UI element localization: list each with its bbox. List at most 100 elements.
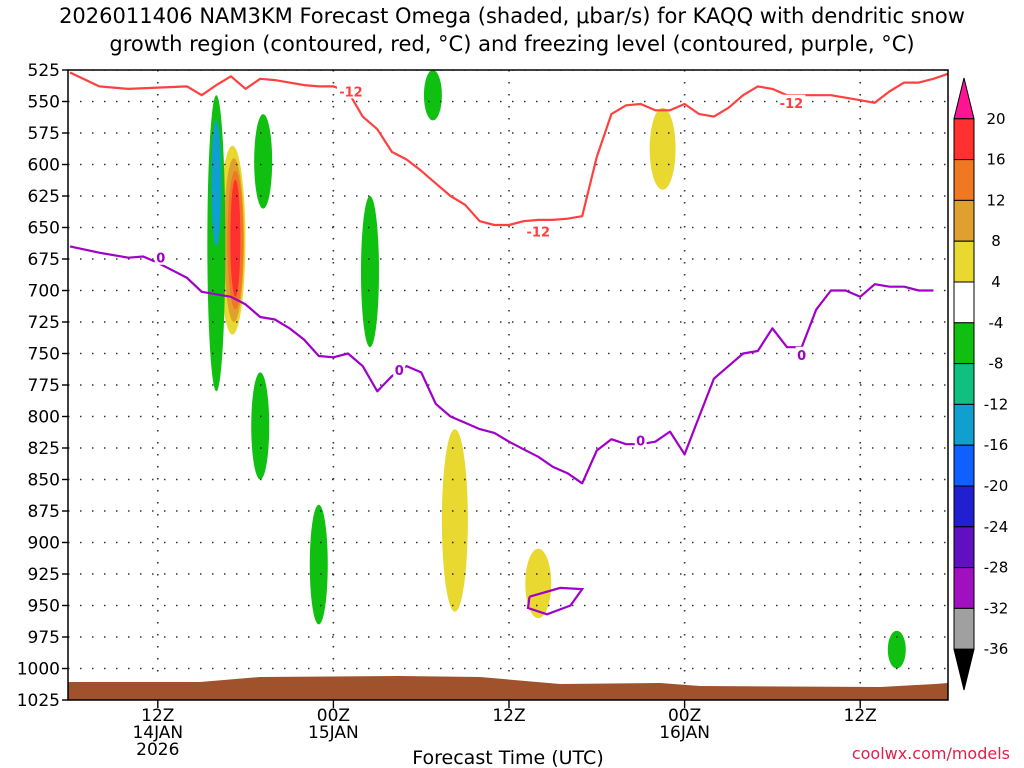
y-tick-label-800: 800 <box>28 408 60 428</box>
x-axis-label: Forecast Time (UTC) <box>412 747 603 768</box>
colorbar-label-0: 20 <box>986 110 1005 128</box>
colorbar-label-11: -28 <box>984 559 1009 577</box>
y-tick-label-825: 825 <box>28 439 60 459</box>
y-tick-label-1000: 1000 <box>17 660 60 680</box>
terrain-band <box>68 676 948 700</box>
colorbar-label-1: 16 <box>986 151 1005 169</box>
omega-region-9 <box>441 429 468 612</box>
omega-region-17 <box>211 120 222 247</box>
contour-label-5: 0 <box>636 434 645 449</box>
y-tick-label-925: 925 <box>28 565 60 585</box>
colorbar-swatch-3 <box>953 199 975 242</box>
colorbar-label-7: -12 <box>984 395 1009 413</box>
omega-region-0 <box>140 70 175 152</box>
contour-label-2: -12 <box>780 97 804 112</box>
omega-region-11 <box>525 548 552 619</box>
x-tick-label-6: 12Z <box>141 706 174 726</box>
y-tick-label-700: 700 <box>28 282 60 302</box>
y-tick-label-725: 725 <box>28 313 60 333</box>
omega-region-5 <box>230 179 241 297</box>
x-date-label-6: 14JAN <box>132 723 183 743</box>
colorbar-swatch-9 <box>953 444 975 487</box>
colorbar-label-3: 8 <box>991 232 1001 250</box>
contour-label-6: 0 <box>797 349 806 364</box>
y-tick-label-525: 525 <box>28 61 60 81</box>
contour-label-bg-6 <box>795 346 808 362</box>
colorbar-swatch-12 <box>953 567 975 609</box>
contour-label-4: 0 <box>395 364 404 379</box>
x-tick-label-18: 00Z <box>317 706 350 726</box>
colorbar-swatch-7 <box>953 363 975 405</box>
contour-label-bg-4 <box>393 361 406 377</box>
contour-label-0: -12 <box>339 85 363 100</box>
y-tick-label-625: 625 <box>28 187 60 207</box>
chart-title-line-1: 2026011406 NAM3KM Forecast Omega (shaded… <box>59 4 965 28</box>
contour-label-3: 0 <box>156 252 165 267</box>
contour-label-bg-2 <box>777 94 806 110</box>
colorbar-label-2: 12 <box>986 191 1005 209</box>
colorbar-swatch-8 <box>953 403 975 446</box>
y-tick-label-975: 975 <box>28 628 60 648</box>
x-tick-label-54: 12Z <box>844 706 877 726</box>
series-minus12 <box>69 71 948 227</box>
omega-region-15 <box>733 70 768 133</box>
omega-region-12 <box>616 70 651 669</box>
colorbar-label-13: -36 <box>984 640 1009 658</box>
colorbar-arrow-top <box>953 77 975 120</box>
x-date-label-42: 16JAN <box>659 723 710 743</box>
colorbar-swatch-13 <box>953 607 975 650</box>
omega-region-19 <box>251 372 270 480</box>
omega-region-14 <box>696 189 731 637</box>
colorbar: 20 16 12 8 4 -4 -8 -12 -16 -20 -24 -28 -32 -36 <box>953 77 1009 691</box>
colorbar-swatch-1 <box>953 118 975 161</box>
colorbar-label-6: -8 <box>989 355 1004 373</box>
y-tick-label-600: 600 <box>28 156 60 176</box>
series-freezing-closed-contour <box>526 586 585 616</box>
colorbar-arrow-bottom <box>953 648 975 691</box>
y-tick-label-875: 875 <box>28 502 60 522</box>
colorbar-swatch-5 <box>953 281 975 324</box>
omega-region-23 <box>887 630 906 669</box>
contour-label-1: -12 <box>527 225 551 240</box>
colorbar-label-5: -4 <box>989 314 1004 332</box>
y-tick-label-950: 950 <box>28 597 60 617</box>
colorbar-swatch-2 <box>953 159 975 201</box>
y-tick-label-775: 775 <box>28 376 60 396</box>
y-tick-label-1025: 1025 <box>17 691 60 711</box>
y-tick-label-550: 550 <box>28 93 60 113</box>
omega-region-6 <box>331 416 366 656</box>
omega-region-20 <box>309 504 328 625</box>
omega-region-22 <box>423 70 442 121</box>
source-credit: coolwx.com/models <box>851 744 1010 763</box>
colorbar-label-9: -20 <box>984 477 1009 495</box>
y-tick-label-900: 900 <box>28 534 60 554</box>
colorbar-swatch-4 <box>953 240 975 283</box>
colorbar-label-10: -24 <box>984 518 1009 536</box>
y-tick-label-850: 850 <box>28 471 60 491</box>
colorbar-label-12: -32 <box>984 599 1009 617</box>
y-tick-label-750: 750 <box>28 345 60 365</box>
omega-region-18 <box>254 114 273 209</box>
colorbar-label-8: -16 <box>984 436 1009 454</box>
x-year-label-6: 2026 <box>136 740 179 760</box>
x-tick-label-30: 12Z <box>492 706 525 726</box>
omega-region-21 <box>360 196 379 348</box>
y-axis: 525 550 575 600 625 650 675 700 725 750 775 800 825 8… <box>17 61 68 711</box>
x-date-label-18: 15JAN <box>308 723 359 743</box>
contour-label-bg-1 <box>524 223 553 239</box>
contour-labels: -12 -12 -12 0 0 0 0 <box>154 83 808 449</box>
contour-label-bg-5 <box>634 432 647 448</box>
colorbar-swatch-10 <box>953 485 975 528</box>
colorbar-label-4: 4 <box>991 273 1001 291</box>
chart-title-line-2: growth region (contoured, red, °C) and f… <box>109 32 915 56</box>
x-tick-label-42: 00Z <box>668 706 701 726</box>
y-tick-label-575: 575 <box>28 124 60 144</box>
contour-label-bg-3 <box>154 249 167 265</box>
contour-label-bg-0 <box>336 83 365 99</box>
omega-region-13 <box>649 107 676 190</box>
colorbar-swatch-6 <box>953 322 975 365</box>
y-tick-label-675: 675 <box>28 250 60 270</box>
omega-region-7 <box>360 391 395 644</box>
